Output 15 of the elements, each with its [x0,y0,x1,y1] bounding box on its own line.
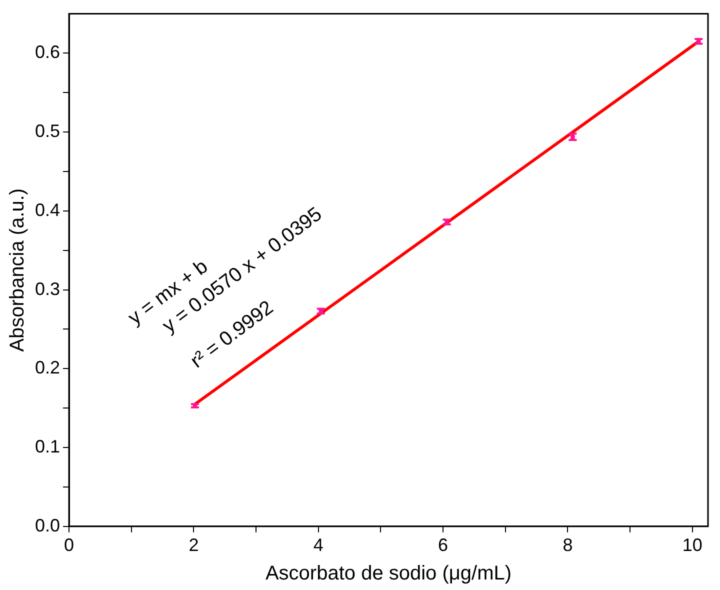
x-tick-label: 4 [313,535,324,556]
y-tick-label: 0.0 [34,515,60,536]
y-tick-label: 0.1 [34,436,60,457]
x-tick-label: 10 [682,535,702,556]
y-tick-label: 0.2 [34,358,60,378]
x-tick-label: 0 [64,535,74,556]
y-tick-label: 0.5 [34,121,60,142]
y-tick-label: 0.3 [34,278,60,299]
x-tick-label: 2 [188,535,199,556]
y-tick-label: 0.6 [34,42,60,62]
x-tick-label: 6 [438,535,448,556]
y-axis-title: Absorbancia (a.u.) [6,188,29,352]
y-tick-label: 0.4 [34,200,60,220]
x-axis-title: Ascorbato de sodio (μg/mL) [265,562,512,585]
x-tick-label: 8 [562,535,573,556]
